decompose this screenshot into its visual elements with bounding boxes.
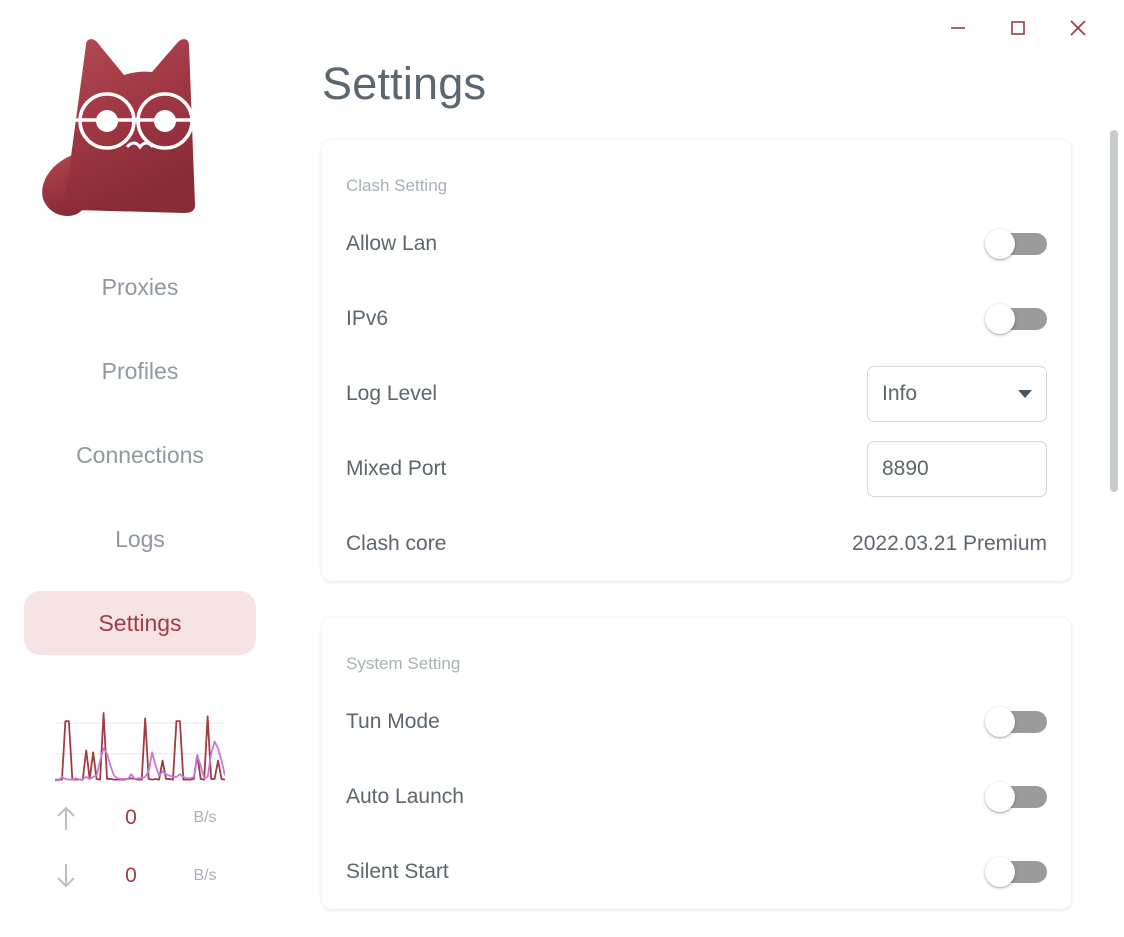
download-stat-row: 0 B/s — [45, 861, 235, 891]
sidebar-nav: Proxies Profiles Connections Logs Settin… — [0, 255, 280, 655]
maximize-icon — [1007, 17, 1029, 39]
main-content: Settings Clash Setting Allow Lan IPv6 Lo… — [280, 0, 1124, 937]
auto-launch-toggle[interactable] — [985, 778, 1047, 816]
sidebar-item-label: Connections — [76, 441, 204, 468]
setting-row-clash-core: Clash core 2022.03.21 Premium — [346, 506, 1047, 581]
download-speed-value: 0 — [125, 864, 137, 887]
cat-logo-icon — [31, 17, 249, 234]
toggle-knob — [985, 303, 1015, 334]
app-logo — [30, 18, 250, 233]
upload-stat-row: 0 B/s — [45, 803, 235, 833]
toggle-knob — [985, 781, 1015, 812]
setting-label: Allow Lan — [346, 231, 438, 255]
sidebar-item-profiles[interactable]: Profiles — [24, 339, 256, 403]
ipv6-toggle[interactable] — [985, 300, 1047, 338]
setting-row-tun-mode: Tun Mode — [346, 684, 1047, 759]
setting-label: IPv6 — [346, 306, 389, 330]
log-level-value: Info — [882, 381, 918, 405]
sidebar-item-label: Proxies — [101, 273, 179, 300]
upload-speed-value: 0 — [125, 806, 137, 829]
maximize-button[interactable] — [988, 8, 1048, 48]
sidebar-item-logs[interactable]: Logs — [24, 507, 256, 571]
chevron-down-icon — [1018, 389, 1032, 398]
setting-row-silent-start: Silent Start — [346, 834, 1047, 909]
sidebar: Proxies Profiles Connections Logs Settin… — [0, 0, 280, 937]
traffic-panel: 0 B/s 0 B/s — [24, 707, 256, 891]
setting-label: Clash core — [346, 531, 447, 555]
sidebar-item-label: Profiles — [101, 357, 179, 384]
vertical-scrollbar-thumb[interactable] — [1110, 130, 1118, 492]
clash-core-version: 2022.03.21 Premium — [852, 531, 1047, 555]
card-section-label: Clash Setting — [346, 176, 448, 195]
setting-row-log-level: Log Level Info — [346, 356, 1047, 431]
setting-row-allow-lan: Allow Lan — [346, 206, 1047, 281]
traffic-chart — [55, 707, 226, 785]
upload-speed-unit: B/s — [193, 809, 217, 826]
silent-start-toggle[interactable] — [985, 853, 1047, 891]
log-level-select[interactable]: Info — [867, 365, 1047, 422]
sidebar-item-proxies[interactable]: Proxies — [24, 255, 256, 319]
system-setting-card: System Setting Tun Mode Auto Launch Sile… — [322, 618, 1071, 909]
setting-row-auto-launch: Auto Launch — [346, 759, 1047, 834]
card-section-label: System Setting — [346, 654, 461, 673]
setting-label: Log Level — [346, 381, 438, 405]
mixed-port-value: 8890 — [882, 456, 929, 480]
arrow-up-icon — [45, 803, 87, 833]
download-speed-unit: B/s — [193, 867, 217, 884]
clash-setting-card: Clash Setting Allow Lan IPv6 Log Level I… — [322, 140, 1071, 581]
minimize-button[interactable] — [928, 8, 988, 48]
sidebar-item-label: Logs — [115, 525, 165, 552]
tun-mode-toggle[interactable] — [985, 703, 1047, 741]
traffic-stats: 0 B/s 0 B/s — [45, 803, 235, 891]
setting-label: Silent Start — [346, 859, 449, 883]
sidebar-item-settings[interactable]: Settings — [24, 591, 256, 655]
setting-label: Mixed Port — [346, 456, 447, 480]
toggle-knob — [985, 706, 1015, 737]
setting-row-ipv6: IPv6 — [346, 281, 1047, 356]
close-icon — [1066, 16, 1090, 40]
mixed-port-input[interactable]: 8890 — [867, 440, 1047, 497]
arrow-down-icon — [45, 861, 87, 891]
sidebar-item-label: Settings — [98, 609, 182, 636]
setting-label: Tun Mode — [346, 709, 440, 733]
minimize-icon — [947, 17, 969, 39]
sidebar-item-connections[interactable]: Connections — [24, 423, 256, 487]
toggle-knob — [985, 856, 1015, 887]
window-titlebar — [0, 0, 1124, 56]
setting-row-mixed-port: Mixed Port 8890 — [346, 431, 1047, 506]
allow-lan-toggle[interactable] — [985, 225, 1047, 263]
close-button[interactable] — [1048, 8, 1108, 48]
toggle-knob — [985, 228, 1015, 259]
page-title: Settings — [322, 58, 487, 109]
setting-label: Auto Launch — [346, 784, 464, 808]
